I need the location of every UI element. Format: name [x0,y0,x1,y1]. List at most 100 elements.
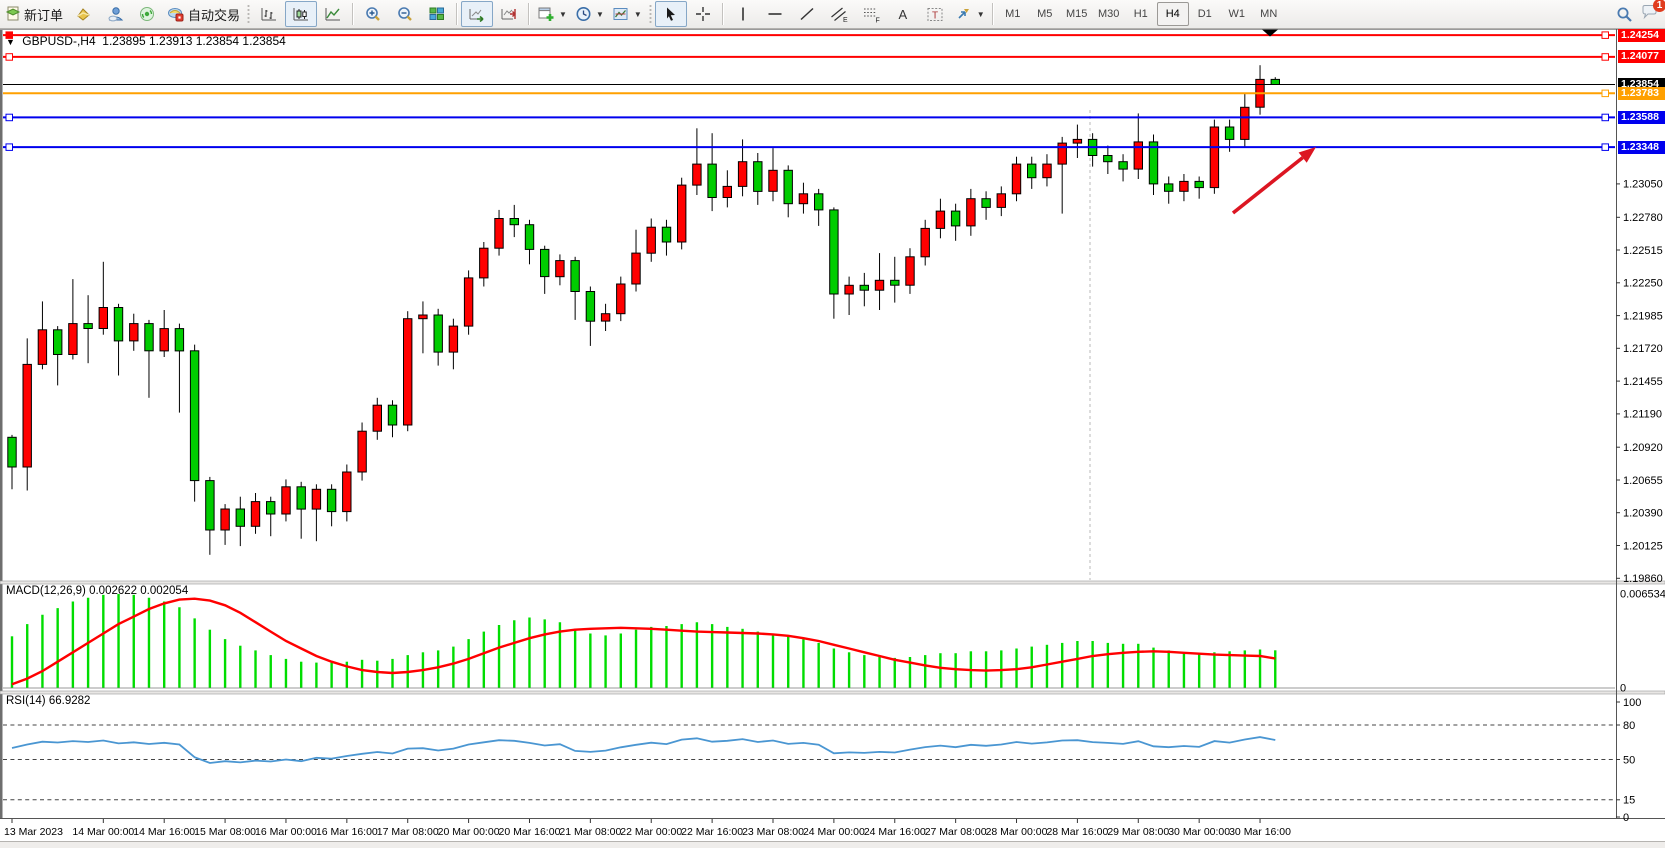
hline-object-1.24254[interactable] [3,31,1615,39]
candle [555,254,565,286]
candle [981,191,991,220]
timeframe-MN[interactable]: MN [1260,8,1278,20]
timeframe-H1[interactable]: H1 [1133,8,1148,20]
price-tick-label: 1.22780 [1623,212,1663,224]
candle [1057,136,1067,214]
hline-object-1.23588[interactable] [3,113,1615,122]
line-handle[interactable] [1601,31,1609,39]
candle [1209,119,1220,194]
candle-chart-button[interactable] [285,1,318,27]
candle [814,188,824,226]
pane-splitter[interactable] [0,580,1665,585]
timeframe-M1[interactable]: M1 [1005,8,1021,20]
time-tick-label: 20 Mar 00:00 [438,826,500,838]
bar-chart-icon [261,8,277,21]
gold-icon [77,8,90,21]
text-label-tool[interactable]: T [919,1,951,27]
new-chart-button[interactable]: ▼ [533,1,571,27]
line-handle[interactable] [1601,143,1609,151]
price-tick-label: 1.22515 [1623,245,1663,257]
channel-icon: E [830,7,848,23]
candle [1148,134,1159,195]
candle [798,182,809,214]
time-tick-label: 22 Mar 16:00 [681,826,743,838]
timeframe-H4[interactable]: H4 [1156,2,1189,26]
search-icon[interactable] [1616,6,1633,23]
new-order-button[interactable]: 新订单 [1,1,67,27]
pane-splitter[interactable] [0,690,1665,695]
person-icon [108,7,123,22]
time-tick-label: 17 Mar 08:00 [377,826,439,838]
templates-button[interactable]: ▼ [608,1,646,27]
candle [494,209,504,256]
zoom-out-button[interactable] [389,1,421,27]
timeframe-M15[interactable]: M15 [1066,8,1088,20]
time-tick-label: 23 Mar 08:00 [742,826,804,838]
line-handle[interactable] [5,143,13,151]
macd-name: MACD(12,26,9) [6,585,86,597]
trend-arrow-annotation[interactable] [1231,147,1316,215]
chart-canvas[interactable]: 1.23050 1.22780 1.22515 1.22250 1.21985 1.217… [0,29,1665,848]
chart-shift-button[interactable] [493,1,525,27]
horizontal-line-tool[interactable] [759,1,791,27]
candle [174,323,185,413]
crosshair-button[interactable] [687,1,719,27]
hline-object-1.24077[interactable] [3,53,1615,61]
arrows-tool[interactable]: ▼ [951,1,989,27]
timeframe-M30[interactable]: M30 [1098,8,1120,20]
macd-values: 0.002622 0.002054 [89,585,189,597]
text-tool[interactable]: A [887,1,919,27]
price-tick-label: 1.23050 [1623,179,1663,191]
fibonacci-tool[interactable]: F [855,1,887,27]
autotrade-button[interactable]: 自动交易 [163,1,244,27]
candle [600,303,611,331]
profiles-button[interactable] [99,1,131,27]
candle [479,242,489,287]
macd-signal-line [11,597,1276,686]
line-handle[interactable] [1601,89,1609,98]
toolbar-separator [991,3,994,25]
time-tick-label: 13 Mar 2023 [4,826,63,838]
time-marker-icon[interactable] [1262,29,1278,37]
candle [250,493,261,534]
line-handle[interactable] [5,53,13,61]
candle [235,496,246,547]
rsi-value: 66.9282 [48,695,91,707]
market-watch-button[interactable] [67,1,99,27]
hline-object-1.23783[interactable] [3,89,1615,98]
candle [920,219,930,266]
notifications-button[interactable]: 1 [1641,0,1665,25]
candle [357,422,367,481]
candle [996,186,1006,217]
candle [1194,176,1204,199]
line-handle[interactable] [1601,113,1609,122]
tile-windows-button[interactable] [421,1,453,27]
dropdown-caret: ▼ [595,9,604,19]
line-handle[interactable] [1601,53,1609,61]
periods-button[interactable]: ▼ [571,1,608,27]
line-chart-button[interactable] [317,1,349,27]
trendline-icon [800,7,814,21]
status-bar [0,841,1665,848]
channel-tool[interactable]: E [823,1,855,27]
timeframe-D1[interactable]: D1 [1197,8,1212,20]
line-handle[interactable] [5,113,13,122]
symbol-dropdown-icon[interactable]: ▼ [6,37,15,47]
candle [722,170,732,208]
chart-shift-icon [501,9,517,20]
trendline-tool[interactable] [791,1,823,27]
vertical-line-tool[interactable] [727,1,759,27]
auto-scroll-button[interactable] [461,1,494,27]
timeframe-M5[interactable]: M5 [1037,8,1053,20]
cursor-button[interactable] [654,1,687,27]
timeframe-W1[interactable]: W1 [1228,8,1245,20]
hline-object-1.23348[interactable] [3,143,1615,151]
signals-button[interactable] [131,1,163,27]
chat-icon [1642,4,1657,19]
symbol-name: GBPUSD-,H4 [22,34,96,48]
line-handle[interactable] [5,31,13,39]
chart-window[interactable]: 1.23050 1.22780 1.22515 1.22250 1.21985 1.217… [0,28,1665,848]
zoom-in-button[interactable] [357,1,389,27]
bar-chart-button[interactable] [253,1,285,27]
symbol-title[interactable]: ▼ GBPUSD-,H4 1.23895 1.23913 1.23854 1.2… [6,34,286,48]
